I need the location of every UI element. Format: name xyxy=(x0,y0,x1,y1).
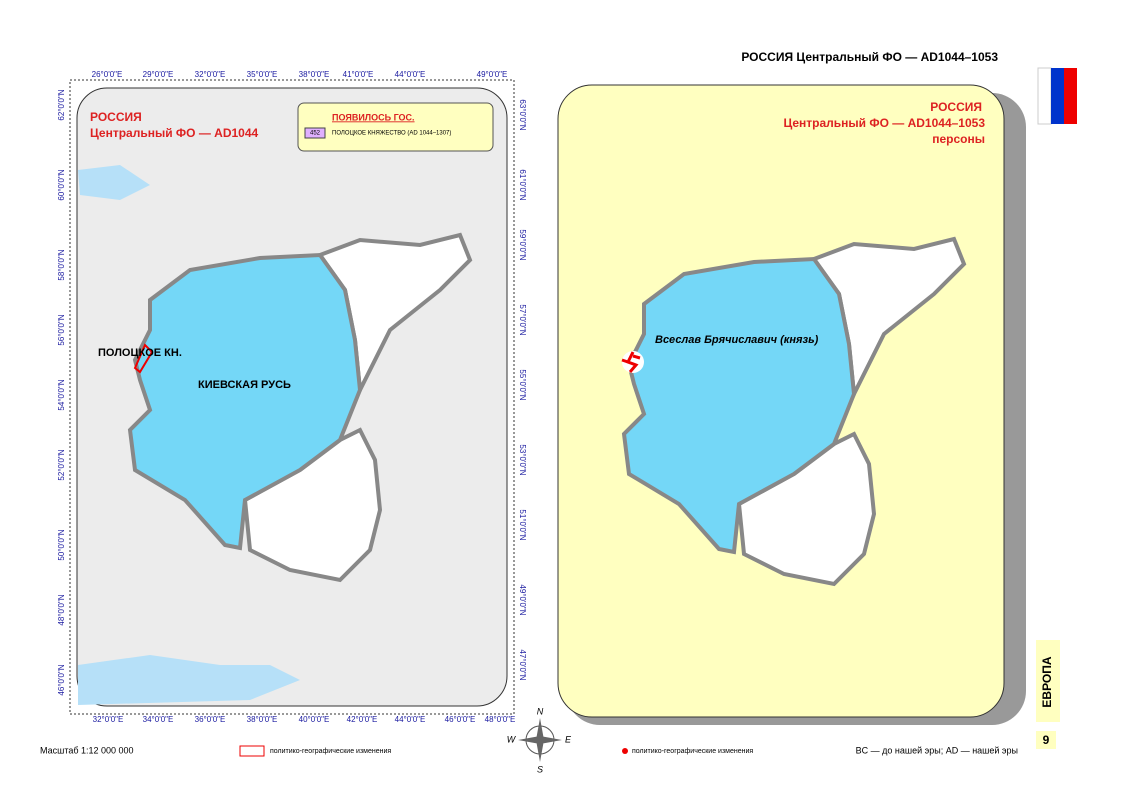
compass-e: E xyxy=(565,734,572,744)
region: ЕВРОПА xyxy=(1040,656,1054,707)
x-tick-label: 44°0'0"E xyxy=(395,70,426,79)
page-number: 9 xyxy=(1043,733,1050,747)
y-tick-label: 56°0'0"N xyxy=(57,314,66,345)
polotsk-area xyxy=(133,343,154,374)
map-label: ПОЛОЦКОЕ КН. xyxy=(98,347,182,359)
map-label: КИЕВСКАЯ РУСЬ xyxy=(198,379,291,391)
legend-swatch xyxy=(304,127,326,139)
x-tick-label: 29°0'0"E xyxy=(143,70,174,79)
sea xyxy=(78,655,300,705)
footer-note: BC — до нашей эры; AD — нашей эры xyxy=(856,745,1018,755)
y-tick-label: 62°0'0"N xyxy=(57,89,66,120)
page-title: РОССИЯ Центральный ФО — AD1044–1053 xyxy=(741,50,998,64)
compass-w: W xyxy=(507,734,517,744)
y-tick-label: 55°0'0"N xyxy=(518,369,527,400)
x-tick-label: 36°0'0"E xyxy=(195,715,226,724)
x-tick-label: 26°0'0"E xyxy=(92,70,123,79)
y-tick-label: 57°0'0"N xyxy=(518,304,527,335)
y-tick-label: 51°0'0"N xyxy=(518,509,527,540)
y-tick-label: 58°0'0"N xyxy=(57,249,66,280)
compass-s: S xyxy=(537,764,543,774)
y-tick-label: 63°0'0"N xyxy=(518,99,527,130)
footer-legend: политико-географические изменения xyxy=(270,748,391,755)
x-tick-label: 44°0'0"E xyxy=(395,715,426,724)
y-tick-label: 46°0'0"N xyxy=(57,664,66,695)
scale: Масштаб 1:12 000 000 xyxy=(40,745,134,755)
y-tick-label: 49°0'0"N xyxy=(518,584,527,615)
x-tick-label: 46°0'0"E xyxy=(445,715,476,724)
compass-rose xyxy=(518,718,562,762)
flag-red xyxy=(1064,68,1077,124)
y-tick-label: 61°0'0"N xyxy=(518,169,527,200)
legend-heading: ПОЯВИЛОСЬ ГОС. xyxy=(332,112,415,122)
map-title: Центральный ФО — AD1044 xyxy=(90,126,259,140)
x-tick-label: 35°0'0"E xyxy=(247,70,278,79)
compass-n: N xyxy=(537,706,544,716)
y-tick-label: 60°0'0"N xyxy=(57,169,66,200)
y-tick-label: 52°0'0"N xyxy=(57,449,66,480)
flag-blue xyxy=(1051,68,1064,124)
map-title: персоны xyxy=(932,132,985,146)
x-tick-label: 32°0'0"E xyxy=(93,715,124,724)
flag-white xyxy=(1037,67,1052,125)
territory xyxy=(127,232,473,583)
x-tick-label: 34°0'0"E xyxy=(143,715,174,724)
x-tick-label: 40°0'0"E xyxy=(299,715,330,724)
x-tick-label: 41°0'0"E xyxy=(343,70,374,79)
x-tick-label: 48°0'0"E xyxy=(485,715,516,724)
left-frame xyxy=(69,79,515,715)
y-tick-label: 47°0'0"N xyxy=(518,649,527,680)
legend-code: 452 xyxy=(310,131,321,137)
y-tick-label: 50°0'0"N xyxy=(57,529,66,560)
y-tick-label: 53°0'0"N xyxy=(518,444,527,475)
legend-dot xyxy=(622,748,628,754)
map-title: РОССИЯ xyxy=(90,110,142,124)
person-icon xyxy=(621,351,641,373)
x-tick-label: 32°0'0"E xyxy=(195,70,226,79)
y-tick-label: 54°0'0"N xyxy=(57,379,66,410)
legend-label: ПОЛОЦКОЕ КНЯЖЕСТВО (AD 1044–1307) xyxy=(332,131,451,137)
y-tick-label: 48°0'0"N xyxy=(57,594,66,625)
map-title: РОССИЯ xyxy=(930,100,982,114)
lake xyxy=(78,165,150,200)
region-tab xyxy=(1036,640,1060,722)
x-tick-label: 38°0'0"E xyxy=(247,715,278,724)
x-tick-label: 38°0'0"E xyxy=(299,70,330,79)
page-tab xyxy=(1036,731,1056,749)
map-title: Центральный ФО — AD1044–1053 xyxy=(783,116,985,130)
x-tick-label: 49°0'0"E xyxy=(477,70,508,79)
x-tick-label: 42°0'0"E xyxy=(347,715,378,724)
person-label: Всеслав Брячиславич (князь) xyxy=(655,334,819,346)
legend-hatch xyxy=(239,745,265,757)
footer-legend: политико-географические изменения xyxy=(632,748,753,755)
y-tick-label: 59°0'0"N xyxy=(518,229,527,260)
legend-box xyxy=(297,102,494,152)
